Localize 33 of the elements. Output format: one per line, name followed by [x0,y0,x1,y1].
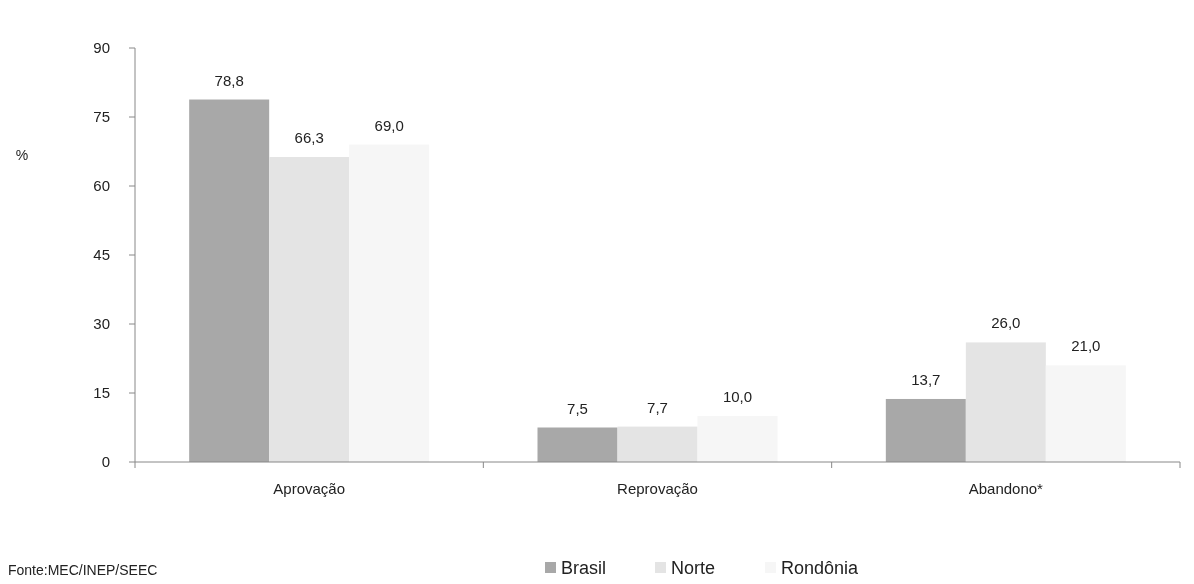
source-note: Fonte:MEC/INEP/SEEC [8,562,158,578]
data-label: 10,0 [722,388,753,405]
data-label: 13,7 [911,370,941,388]
x-tick-label: Abandono* [968,480,1044,497]
bar [1045,365,1126,462]
y-tick-label: 15 [93,384,110,401]
bar [885,398,966,462]
y-tick-label: 60 [93,177,110,194]
bar [617,426,698,462]
legend-label: Rondônia [781,558,860,578]
legend-label: Norte [671,558,716,578]
data-label: 69,0 [374,116,404,134]
data-label: 66,3 [294,129,324,147]
x-tick-label: Reprovação [617,480,698,497]
data-label: 26,0 [991,314,1021,332]
bar [697,416,778,462]
y-tick-label: 90 [93,39,110,56]
bar [537,427,618,462]
bar [349,144,430,462]
y-tick-label: 30 [93,315,110,332]
x-tick-label: Aprovação [273,480,346,497]
bar [189,99,270,462]
bar [965,342,1046,462]
bar [269,157,350,462]
y-tick-label: 75 [93,108,110,125]
data-label: 21,0 [1071,337,1101,355]
data-label: 78,8 [214,71,244,89]
data-label: 7,7 [647,398,668,416]
y-tick-label: 0 [101,453,110,470]
y-tick-label: 45 [93,246,110,263]
y-axis-title: % [15,147,29,163]
legend-label: Brasil [561,558,607,578]
data-label: 7,5 [567,399,588,417]
